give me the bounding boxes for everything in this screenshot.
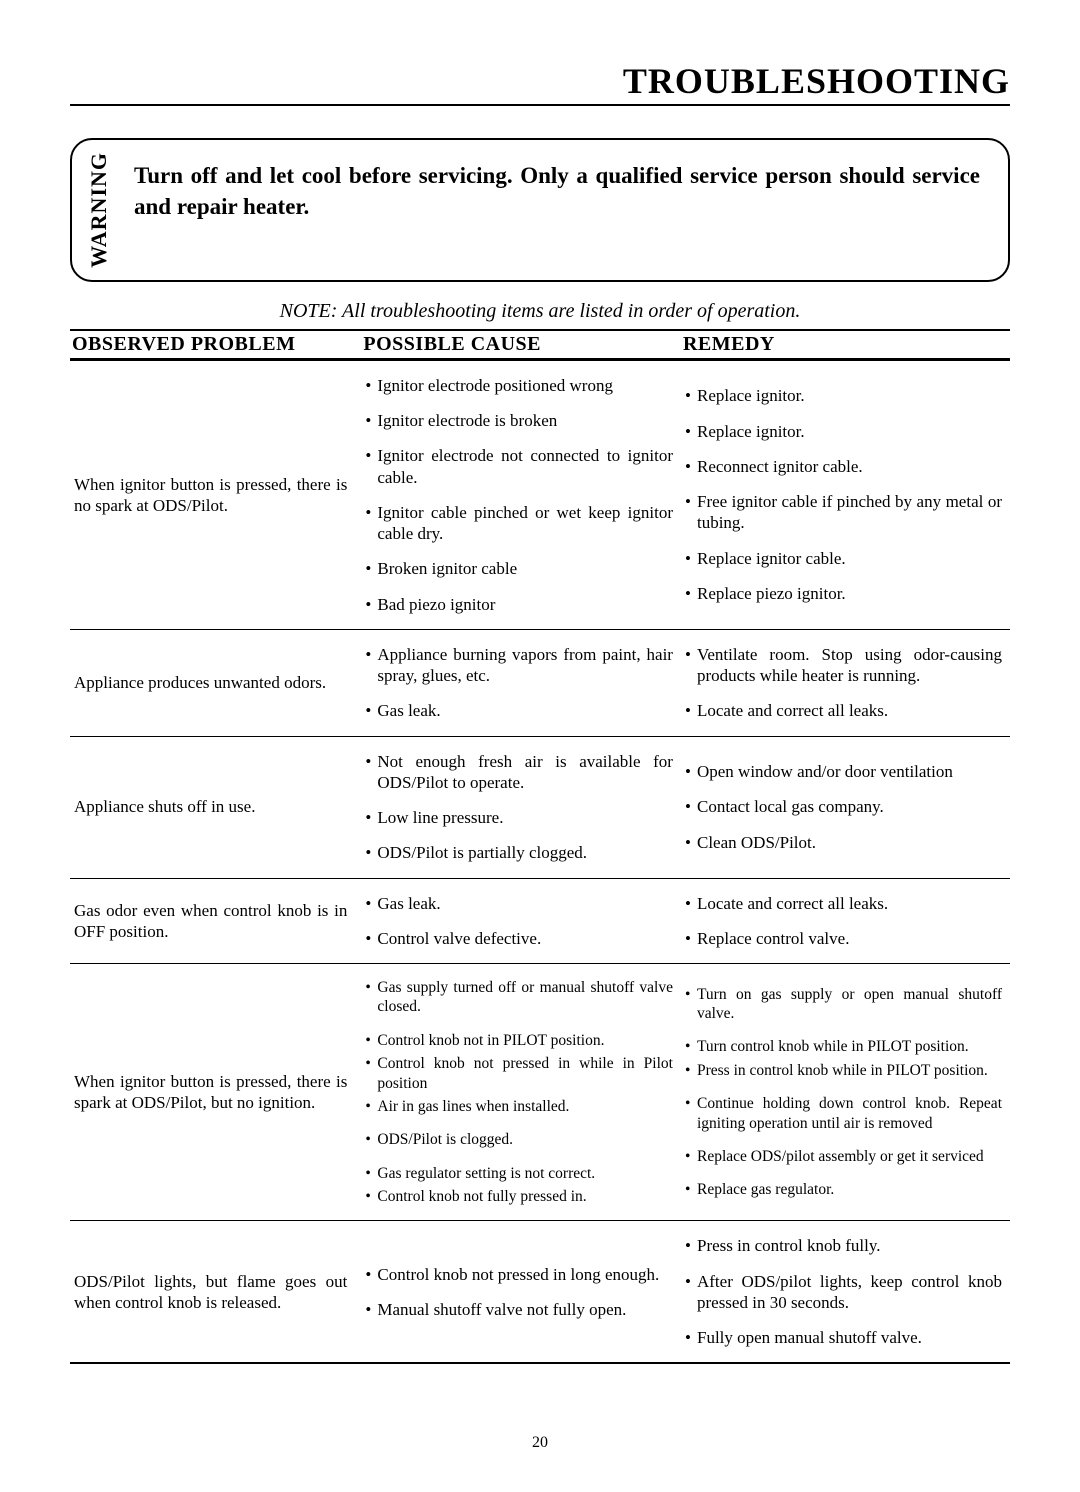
remedy-item: Continue holding down control knob. Repe… xyxy=(685,1094,1002,1133)
remedy-cell: Press in control knob fully. After ODS/pi… xyxy=(681,1221,1010,1364)
cause-cell: Ignitor electrode positioned wrong Ignito… xyxy=(361,359,681,629)
cause-item: Control knob not fully pressed in. xyxy=(365,1187,673,1206)
cause-cell: Gas supply turned off or manual shutoff … xyxy=(361,964,681,1221)
problem-cell: Appliance produces unwanted odors. xyxy=(70,629,361,736)
remedy-cell: Open window and/or door ventilation Conta… xyxy=(681,736,1010,878)
warning-box: WARNING Turn off and let cool before ser… xyxy=(70,138,1010,282)
problem-cell: ODS/Pilot lights, but flame goes out whe… xyxy=(70,1221,361,1364)
cause-cell: Not enough fresh air is available for OD… xyxy=(361,736,681,878)
cause-item: Gas supply turned off or manual shutoff … xyxy=(365,978,673,1017)
cause-item: ODS/Pilot is clogged. xyxy=(365,1130,673,1149)
cause-item: Appliance burning vapors from paint, hai… xyxy=(365,644,673,687)
remedy-item: Turn on gas supply or open manual shutof… xyxy=(685,985,1002,1024)
remedy-cell: Ventilate room. Stop using odor-causing … xyxy=(681,629,1010,736)
page-number: 20 xyxy=(70,1434,1010,1452)
problem-cell: When ignitor button is pressed, there is… xyxy=(70,359,361,629)
remedy-item: Replace ignitor cable. xyxy=(685,548,1002,569)
troubleshooting-table: OBSERVED PROBLEM POSSIBLE CAUSE REMEDY W… xyxy=(70,329,1010,1365)
cause-cell: Control knob not pressed in long enough.… xyxy=(361,1221,681,1364)
cause-cell: Appliance burning vapors from paint, hai… xyxy=(361,629,681,736)
remedy-item: Locate and correct all leaks. xyxy=(685,893,1002,914)
problem-cell: Appliance shuts off in use. xyxy=(70,736,361,878)
table-row: Appliance produces unwanted odors.Applia… xyxy=(70,629,1010,736)
remedy-item: Replace ignitor. xyxy=(685,421,1002,442)
cause-item: Ignitor cable pinched or wet keep ignito… xyxy=(365,502,673,545)
cause-item: Control knob not in PILOT position. xyxy=(365,1031,673,1050)
cause-item: Not enough fresh air is available for OD… xyxy=(365,751,673,794)
remedy-item: Press in control knob fully. xyxy=(685,1235,1002,1256)
cause-item: Ignitor electrode is broken xyxy=(365,410,673,431)
remedy-item: Ventilate room. Stop using odor-causing … xyxy=(685,644,1002,687)
remedy-item: Clean ODS/Pilot. xyxy=(685,832,1002,853)
cause-item: Control knob not pressed in while in Pil… xyxy=(365,1054,673,1093)
remedy-item: Replace control valve. xyxy=(685,928,1002,949)
cause-item: Control knob not pressed in long enough. xyxy=(365,1264,673,1285)
page-title: TROUBLESHOOTING xyxy=(70,60,1010,106)
header-cause: POSSIBLE CAUSE xyxy=(361,330,681,360)
table-row: Appliance shuts off in use.Not enough fr… xyxy=(70,736,1010,878)
remedy-item: Locate and correct all leaks. xyxy=(685,700,1002,721)
remedy-cell: Locate and correct all leaks. Replace con… xyxy=(681,878,1010,964)
cause-item: Ignitor electrode positioned wrong xyxy=(365,375,673,396)
remedy-item: Open window and/or door ventilation xyxy=(685,761,1002,782)
remedy-item: Turn control knob while in PILOT positio… xyxy=(685,1037,1002,1056)
table-row: ODS/Pilot lights, but flame goes out whe… xyxy=(70,1221,1010,1364)
header-remedy: REMEDY xyxy=(681,330,1010,360)
cause-item: Gas leak. xyxy=(365,700,673,721)
table-row: Gas odor even when control knob is in OF… xyxy=(70,878,1010,964)
remedy-item: Press in control knob while in PILOT pos… xyxy=(685,1061,1002,1080)
remedy-item: Reconnect ignitor cable. xyxy=(685,456,1002,477)
cause-item: Ignitor electrode not connected to ignit… xyxy=(365,445,673,488)
cause-item: ODS/Pilot is partially clogged. xyxy=(365,842,673,863)
remedy-item: Fully open manual shutoff valve. xyxy=(685,1327,1002,1348)
problem-cell: When ignitor button is pressed, there is… xyxy=(70,964,361,1221)
problem-cell: Gas odor even when control knob is in OF… xyxy=(70,878,361,964)
cause-item: Bad piezo ignitor xyxy=(365,594,673,615)
remedy-item: After ODS/pilot lights, keep control kno… xyxy=(685,1271,1002,1314)
cause-item: Air in gas lines when installed. xyxy=(365,1097,673,1116)
table-row: When ignitor button is pressed, there is… xyxy=(70,359,1010,629)
remedy-cell: Replace ignitor. Replace ignitor. Reconnec… xyxy=(681,359,1010,629)
warning-label: WARNING xyxy=(82,152,116,268)
remedy-cell: Turn on gas supply or open manual shutof… xyxy=(681,964,1010,1221)
cause-item: Control valve defective. xyxy=(365,928,673,949)
remedy-item: Replace gas regulator. xyxy=(685,1180,1002,1199)
remedy-item: Free ignitor cable if pinched by any met… xyxy=(685,491,1002,534)
cause-cell: Gas leak. Control valve defective. xyxy=(361,878,681,964)
table-row: When ignitor button is pressed, there is… xyxy=(70,964,1010,1221)
cause-item: Gas regulator setting is not correct. xyxy=(365,1164,673,1183)
remedy-item: Replace piezo ignitor. xyxy=(685,583,1002,604)
header-problem: OBSERVED PROBLEM xyxy=(70,330,361,360)
cause-item: Manual shutoff valve not fully open. xyxy=(365,1299,673,1320)
table-header-row: OBSERVED PROBLEM POSSIBLE CAUSE REMEDY xyxy=(70,330,1010,360)
note-text: NOTE: All troubleshooting items are list… xyxy=(70,300,1010,323)
cause-item: Low line pressure. xyxy=(365,807,673,828)
cause-item: Gas leak. xyxy=(365,893,673,914)
warning-text: Turn off and let cool before servicing. … xyxy=(116,152,990,268)
remedy-item: Replace ignitor. xyxy=(685,385,1002,406)
remedy-item: Replace ODS/pilot assembly or get it ser… xyxy=(685,1147,1002,1166)
cause-item: Broken ignitor cable xyxy=(365,558,673,579)
remedy-item: Contact local gas company. xyxy=(685,796,1002,817)
